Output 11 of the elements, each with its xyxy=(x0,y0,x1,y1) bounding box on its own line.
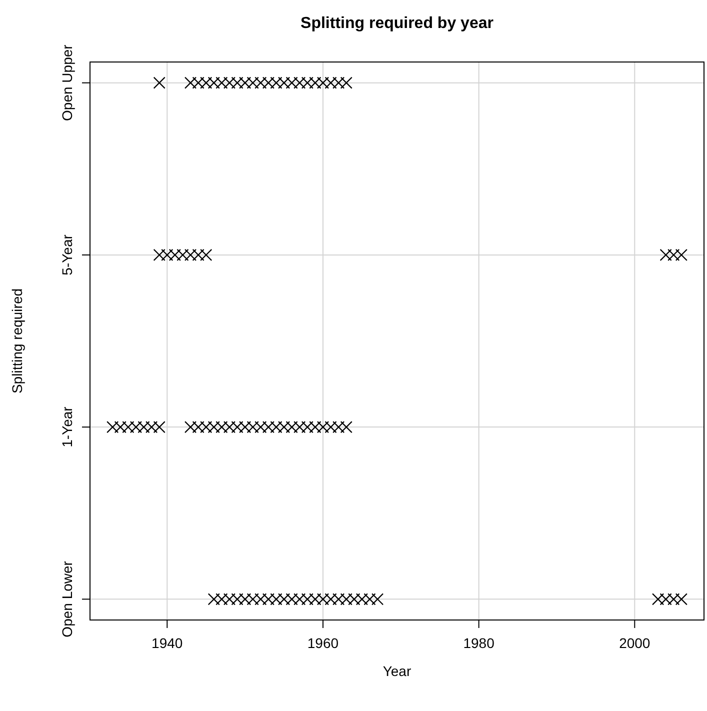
y-tick-label: Open Lower xyxy=(59,560,75,638)
x-tick-label: 1940 xyxy=(152,635,183,651)
x-tick-label: 1960 xyxy=(307,635,339,651)
x-tick-label: 2000 xyxy=(619,635,650,651)
x-tick-label: 1980 xyxy=(463,635,495,651)
y-tick-label: 5-Year xyxy=(59,234,75,276)
y-tick-label: 1-Year xyxy=(59,406,75,448)
y-tick-label: Open Upper xyxy=(59,44,75,121)
x-axis-title: Year xyxy=(382,663,412,679)
chart-title: Splitting required by year xyxy=(300,15,494,32)
y-axis-title: Splitting required xyxy=(9,288,25,394)
